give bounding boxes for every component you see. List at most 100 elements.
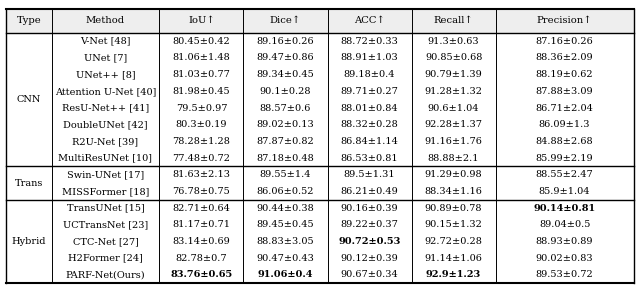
Text: 86.06±0.52: 86.06±0.52 — [257, 187, 314, 196]
Text: 88.55±2.47: 88.55±2.47 — [536, 170, 593, 179]
Text: 80.3±0.19: 80.3±0.19 — [176, 120, 227, 129]
Text: 91.14±1.06: 91.14±1.06 — [425, 254, 483, 263]
Text: PARF-Net(Ours): PARF-Net(Ours) — [66, 270, 145, 279]
Text: 91.29±0.98: 91.29±0.98 — [425, 170, 483, 179]
Text: Precision↑: Precision↑ — [537, 16, 593, 25]
Text: 88.88±2.1: 88.88±2.1 — [428, 154, 479, 163]
Text: CTC-Net [27]: CTC-Net [27] — [72, 237, 138, 246]
Text: Type: Type — [17, 16, 42, 25]
Text: 76.78±0.75: 76.78±0.75 — [173, 187, 230, 196]
Text: 89.5±1.31: 89.5±1.31 — [344, 170, 396, 179]
Text: 90.16±0.39: 90.16±0.39 — [340, 204, 398, 213]
Text: 86.21±0.49: 86.21±0.49 — [340, 187, 399, 196]
Text: 87.16±0.26: 87.16±0.26 — [536, 37, 593, 46]
Text: 90.89±0.78: 90.89±0.78 — [425, 204, 483, 213]
Text: 90.67±0.34: 90.67±0.34 — [340, 270, 399, 279]
Text: CNN: CNN — [17, 95, 41, 104]
Text: 92.72±0.28: 92.72±0.28 — [425, 237, 483, 246]
Text: 88.34±1.16: 88.34±1.16 — [425, 187, 483, 196]
Text: V-Net [48]: V-Net [48] — [80, 37, 131, 46]
Bar — [6, 9, 634, 33]
Text: 82.78±0.7: 82.78±0.7 — [175, 254, 227, 263]
Text: 88.93±0.89: 88.93±0.89 — [536, 237, 593, 246]
Text: 87.88±3.09: 87.88±3.09 — [536, 87, 593, 96]
Text: 88.19±0.62: 88.19±0.62 — [536, 70, 593, 79]
Text: 90.44±0.38: 90.44±0.38 — [257, 204, 314, 213]
Text: 90.47±0.43: 90.47±0.43 — [257, 254, 314, 263]
Text: R2U-Net [39]: R2U-Net [39] — [72, 137, 139, 146]
Text: MISSFormer [18]: MISSFormer [18] — [62, 187, 149, 196]
Text: 91.16±1.76: 91.16±1.76 — [425, 137, 483, 146]
Text: 81.03±0.77: 81.03±0.77 — [173, 70, 230, 79]
Text: 86.84±1.14: 86.84±1.14 — [340, 137, 399, 146]
Text: TransUNet [15]: TransUNet [15] — [67, 204, 145, 213]
Text: Swin-UNet [17]: Swin-UNet [17] — [67, 170, 144, 179]
Text: 77.48±0.72: 77.48±0.72 — [172, 154, 230, 163]
Text: MultiResUNet [10]: MultiResUNet [10] — [58, 154, 152, 163]
Text: 90.15±1.32: 90.15±1.32 — [425, 220, 483, 229]
Text: UCTransNet [23]: UCTransNet [23] — [63, 220, 148, 229]
Text: ResU-Net++ [41]: ResU-Net++ [41] — [62, 103, 149, 112]
Text: 86.09±1.3: 86.09±1.3 — [539, 120, 590, 129]
Text: 90.14±0.81: 90.14±0.81 — [534, 204, 596, 213]
Text: 79.5±0.97: 79.5±0.97 — [176, 103, 227, 112]
Text: 90.1±0.28: 90.1±0.28 — [260, 87, 311, 96]
Text: 80.45±0.42: 80.45±0.42 — [173, 37, 230, 46]
Text: 89.47±0.86: 89.47±0.86 — [257, 53, 314, 62]
Text: Recall↑: Recall↑ — [434, 16, 474, 25]
Text: 89.53±0.72: 89.53±0.72 — [536, 270, 593, 279]
Text: 91.06±0.4: 91.06±0.4 — [258, 270, 313, 279]
Text: 87.87±0.82: 87.87±0.82 — [257, 137, 314, 146]
Text: 89.22±0.37: 89.22±0.37 — [340, 220, 399, 229]
Text: 88.72±0.33: 88.72±0.33 — [340, 37, 399, 46]
Text: 91.28±1.32: 91.28±1.32 — [424, 87, 483, 96]
Text: 89.71±0.27: 89.71±0.27 — [340, 87, 399, 96]
Text: Method: Method — [86, 16, 125, 25]
Text: 90.72±0.53: 90.72±0.53 — [339, 237, 401, 246]
Text: Dice↑: Dice↑ — [270, 16, 301, 25]
Text: 89.02±0.13: 89.02±0.13 — [257, 120, 314, 129]
Text: 85.9±1.04: 85.9±1.04 — [539, 187, 590, 196]
Text: 89.04±0.5: 89.04±0.5 — [539, 220, 590, 229]
Text: 84.88±2.68: 84.88±2.68 — [536, 137, 593, 146]
Text: 89.34±0.45: 89.34±0.45 — [257, 70, 314, 79]
Text: 82.71±0.64: 82.71±0.64 — [173, 204, 230, 213]
Text: 78.28±1.28: 78.28±1.28 — [173, 137, 230, 146]
Text: UNet [7]: UNet [7] — [84, 53, 127, 62]
Text: 92.28±1.37: 92.28±1.37 — [424, 120, 483, 129]
Text: 88.83±3.05: 88.83±3.05 — [257, 237, 314, 246]
Text: Attention U-Net [40]: Attention U-Net [40] — [55, 87, 156, 96]
Text: 81.17±0.71: 81.17±0.71 — [172, 220, 230, 229]
Text: 89.55±1.4: 89.55±1.4 — [260, 170, 311, 179]
Text: Trans: Trans — [15, 179, 43, 187]
Text: 90.85±0.68: 90.85±0.68 — [425, 53, 483, 62]
Text: 83.14±0.69: 83.14±0.69 — [173, 237, 230, 246]
Text: 81.98±0.45: 81.98±0.45 — [173, 87, 230, 96]
Text: 81.06±1.48: 81.06±1.48 — [173, 53, 230, 62]
Text: 86.71±2.04: 86.71±2.04 — [536, 103, 593, 112]
Text: 89.45±0.45: 89.45±0.45 — [257, 220, 314, 229]
Text: 92.9±1.23: 92.9±1.23 — [426, 270, 481, 279]
Text: UNet++ [8]: UNet++ [8] — [76, 70, 135, 79]
Text: IoU↑: IoU↑ — [188, 16, 215, 25]
Text: Hybrid: Hybrid — [12, 237, 46, 246]
Text: 81.63±2.13: 81.63±2.13 — [172, 170, 230, 179]
Text: 89.18±0.4: 89.18±0.4 — [344, 70, 396, 79]
Text: 91.3±0.63: 91.3±0.63 — [428, 37, 479, 46]
Text: 85.99±2.19: 85.99±2.19 — [536, 154, 593, 163]
Text: 90.02±0.83: 90.02±0.83 — [536, 254, 593, 263]
Text: 90.79±1.39: 90.79±1.39 — [425, 70, 483, 79]
Text: 90.12±0.39: 90.12±0.39 — [340, 254, 399, 263]
Text: 87.18±0.48: 87.18±0.48 — [257, 154, 314, 163]
Text: 86.53±0.81: 86.53±0.81 — [340, 154, 398, 163]
Text: 83.76±0.65: 83.76±0.65 — [170, 270, 232, 279]
Text: DoubleUNet [42]: DoubleUNet [42] — [63, 120, 148, 129]
Text: 88.57±0.6: 88.57±0.6 — [260, 103, 311, 112]
Text: ACC↑: ACC↑ — [354, 16, 385, 25]
Text: 89.16±0.26: 89.16±0.26 — [257, 37, 314, 46]
Text: 88.36±2.09: 88.36±2.09 — [536, 53, 593, 62]
Text: 88.32±0.28: 88.32±0.28 — [340, 120, 399, 129]
Text: 88.01±0.84: 88.01±0.84 — [340, 103, 398, 112]
Text: 88.91±1.03: 88.91±1.03 — [340, 53, 399, 62]
Text: H2Former [24]: H2Former [24] — [68, 254, 143, 263]
